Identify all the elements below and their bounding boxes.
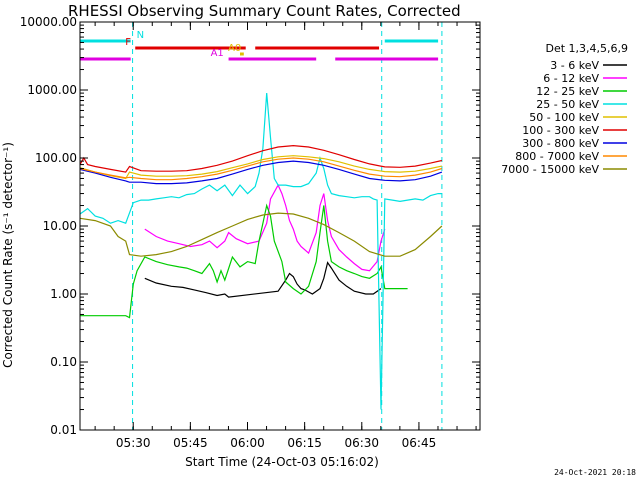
y-tick-label: 0.10 — [50, 355, 77, 369]
series-line-3-6-keV — [144, 261, 382, 298]
legend-entry-label: 6 - 12 keV — [543, 72, 599, 85]
series-line-7000-15000-keV — [79, 212, 443, 257]
series-line-6-12-keV — [144, 183, 386, 272]
flag-label-A1: A1 — [211, 48, 224, 59]
x-axis-label: Start Time (24-Oct-03 05:16:02) — [185, 455, 379, 469]
series-line-50-100-keV — [79, 155, 443, 180]
legend-entry-label: 3 - 6 keV — [550, 59, 599, 72]
legend-entry-label: 25 - 50 keV — [536, 98, 599, 111]
x-tick-label: 06:45 — [402, 436, 437, 450]
legend-entry-label: 100 - 300 keV — [522, 124, 599, 137]
y-tick-label: 10.00 — [43, 219, 77, 233]
y-axis-label: Corrected Count Rate (s⁻¹ detector⁻¹) — [1, 142, 15, 368]
legend-entry-label: 7000 - 15000 keV — [501, 163, 599, 176]
y-tick-label: 100.00 — [35, 151, 77, 165]
x-tick-label: 06:00 — [230, 436, 265, 450]
x-tick-label: 06:30 — [344, 436, 379, 450]
x-axis: 05:30 05:45 06:00 06:15 06:30 06:45 — [94, 22, 477, 450]
legend-title: Det 1,3,4,5,6,9 — [545, 42, 628, 55]
legend-entry-label: 50 - 100 keV — [529, 111, 599, 124]
series-line-800-7000-keV — [79, 157, 443, 181]
legend-entry-label: 12 - 25 keV — [536, 85, 599, 98]
y-tick-label: 0.01 — [50, 423, 77, 437]
plot-frame — [79, 21, 481, 431]
flag-label-A0: A0 — [228, 43, 241, 54]
series-line-100-300-keV — [79, 144, 443, 173]
legend-entry-label: 300 - 800 keV — [522, 137, 599, 150]
y-tick-label: 10000.00 — [20, 15, 77, 29]
flag-label-F: F — [125, 37, 131, 48]
flag-label-N: N — [137, 30, 144, 41]
series-line-300-800-keV — [79, 160, 443, 185]
y-axis: 0.01 0.10 1.00 10.00 100.00 1000.00 10000.00 — [20, 15, 480, 437]
x-tick-label: 06:15 — [287, 436, 322, 450]
series-line-25-50-keV — [79, 93, 442, 410]
plot-area: NF A0 A1 — [79, 22, 443, 430]
footer-timestamp: 24-Oct-2021 20:18 — [554, 468, 636, 477]
x-tick-label: 05:30 — [116, 436, 151, 450]
x-tick-label: 05:45 — [173, 436, 208, 450]
y-tick-label: 1.00 — [50, 287, 77, 301]
y-tick-label: 1000.00 — [27, 83, 77, 97]
chart-title: RHESSI Observing Summary Count Rates, Co… — [68, 2, 461, 20]
legend-entry-label: 800 - 7000 keV — [515, 150, 599, 163]
series-line-12-25-keV — [80, 203, 408, 319]
